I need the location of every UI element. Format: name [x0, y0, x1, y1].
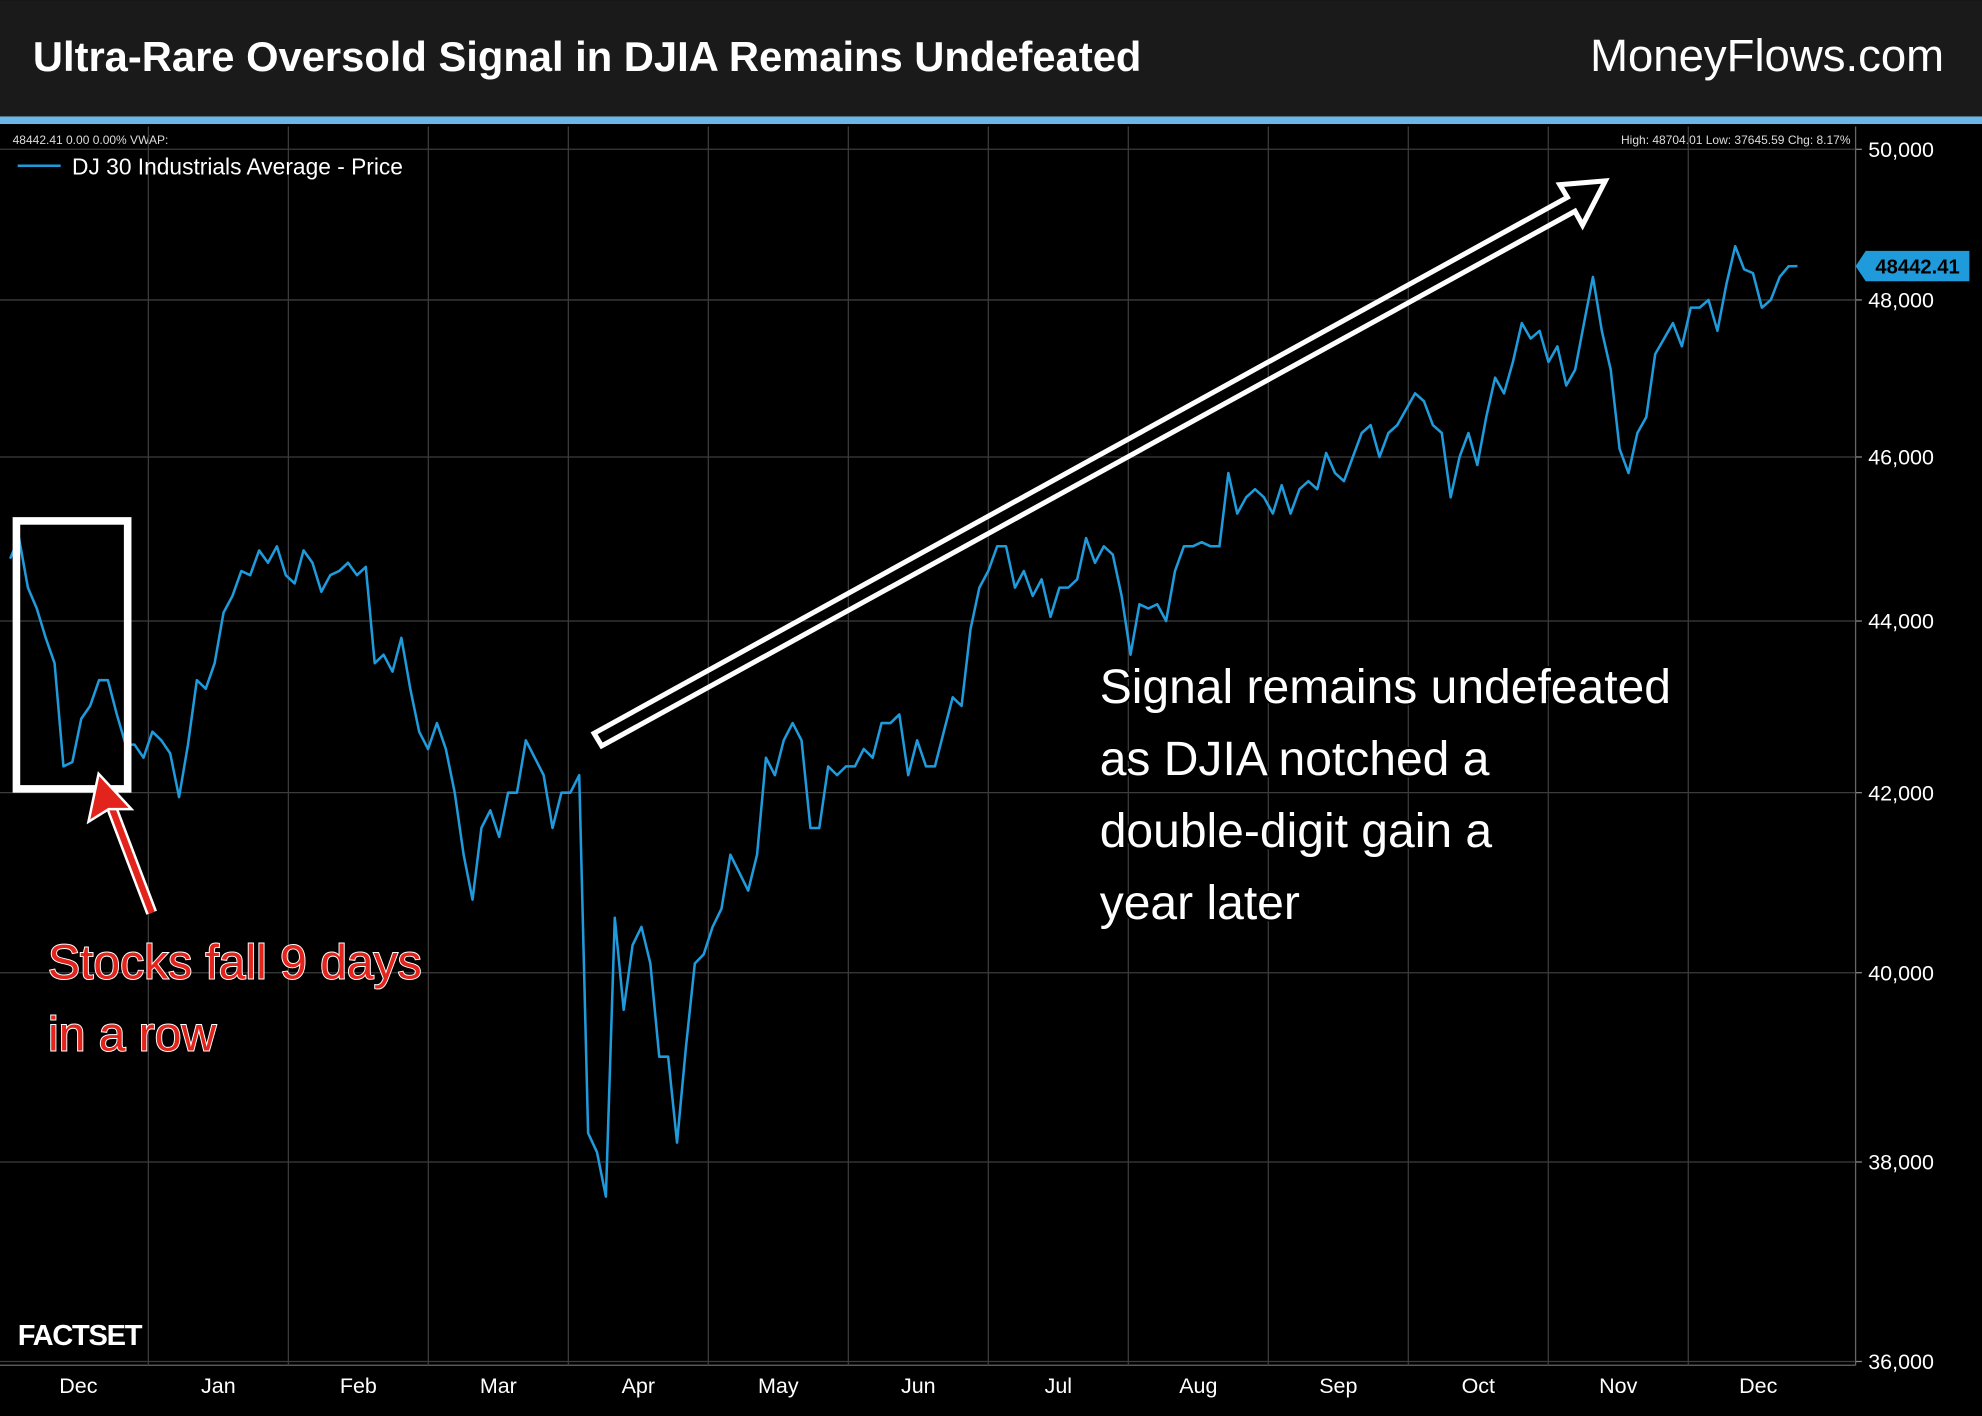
y-tick-label: 42,000 — [1868, 781, 1934, 805]
y-tick-label: 48,000 — [1868, 289, 1934, 313]
info-left: 48442.41 0.00 0.00% VWAP: — [13, 133, 169, 147]
x-tick-label: Dec — [59, 1374, 97, 1398]
title: Ultra-Rare Oversold Signal in DJIA Remai… — [33, 33, 1142, 80]
annotation-left: Stocks fall 9 days — [48, 937, 422, 990]
info-right: High: 48704.01 Low: 37645.59 Chg: 8.17% — [1621, 133, 1851, 147]
white-arrow — [590, 178, 1610, 750]
grid: 36,000 38,000 40,000 42,000 44,000 46,000 48,0… — [0, 126, 1934, 1398]
y-tick-label: 46,000 — [1868, 446, 1934, 470]
x-tick-label: Nov — [1599, 1374, 1637, 1398]
header-band — [0, 0, 1982, 117]
x-tick-label: Feb — [340, 1374, 377, 1398]
x-tick-label: Sep — [1319, 1374, 1357, 1398]
annotation-right: year later — [1100, 877, 1300, 930]
highlight-box — [12, 517, 132, 793]
source-logo: FACTSET — [18, 1320, 143, 1352]
x-tick-label: Oct — [1462, 1374, 1495, 1398]
legend-label: DJ 30 Industrials Average - Price — [72, 154, 403, 180]
annotations: Stocks fall 9 days in a row Signal remains… — [47, 659, 1673, 1062]
y-tick-label: 50,000 — [1868, 138, 1934, 162]
x-tick-label: Jan — [201, 1374, 236, 1398]
last-price-tag: 48442.41 — [1855, 250, 1970, 282]
x-tick-label: Mar — [480, 1374, 517, 1398]
y-tick-label: 38,000 — [1868, 1151, 1934, 1175]
header-rule — [0, 116, 1982, 125]
annotation-right: as DJIA notched a — [1100, 733, 1490, 786]
x-tick-label: Apr — [622, 1374, 655, 1398]
price-line — [8, 244, 1798, 1198]
x-tick-label: Jun — [901, 1374, 936, 1398]
x-tick-label: Aug — [1179, 1374, 1217, 1398]
annotation-left: in a row — [48, 1009, 216, 1062]
price-tag-label: 48442.41 — [1875, 257, 1959, 279]
annotation-right: double-digit gain a — [1100, 805, 1493, 858]
x-tick-label: Jul — [1045, 1374, 1072, 1398]
y-tick-label: 40,000 — [1868, 961, 1934, 985]
price-tag — [1855, 250, 1970, 282]
x-tick-label: Dec — [1739, 1374, 1777, 1398]
y-tick-label: 36,000 — [1868, 1350, 1934, 1374]
y-tick-label: 44,000 — [1868, 610, 1934, 634]
x-tick-label: May — [758, 1374, 799, 1398]
red-arrow — [86, 771, 158, 915]
brand: MoneyFlows.com — [1590, 30, 1944, 81]
plot: 48442.41 DJ 30 Industrials Average - Pric… — [8, 154, 1970, 1198]
annotation-right: Signal remains undefeated — [1100, 661, 1671, 714]
